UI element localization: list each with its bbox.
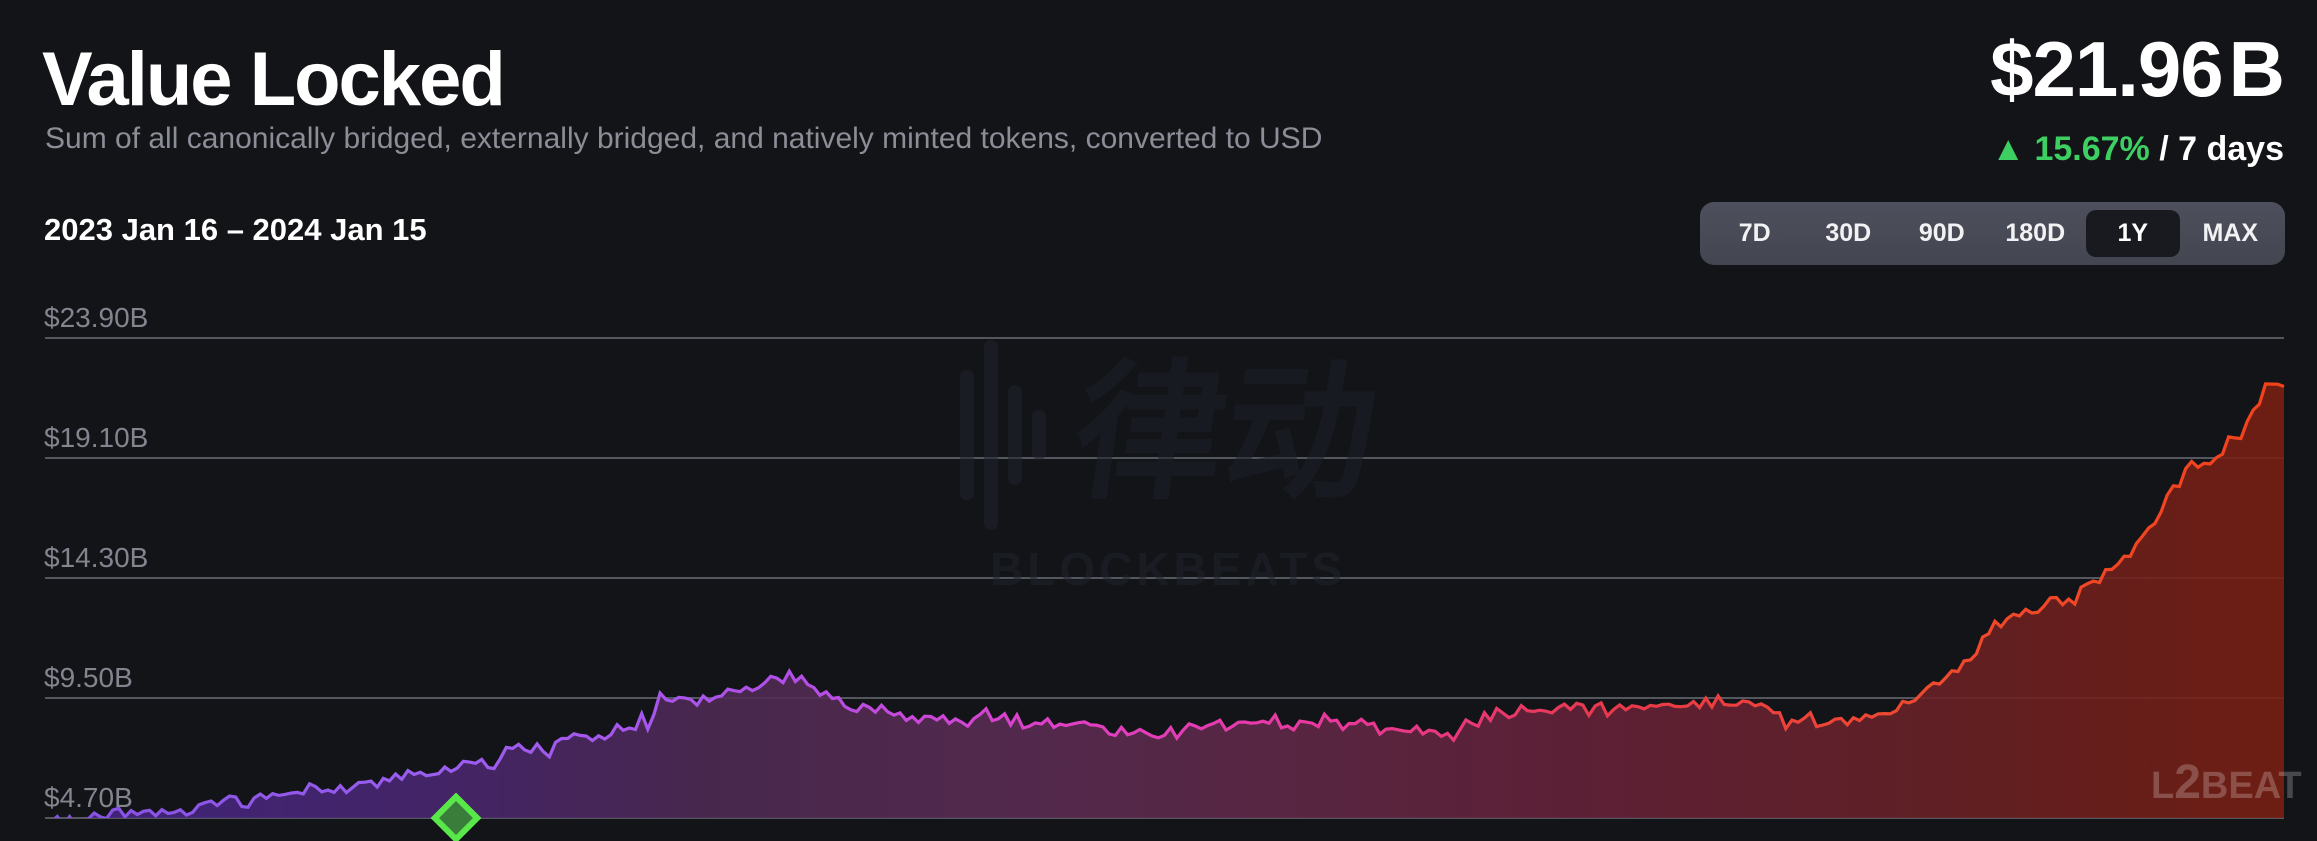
svg-text:律动: 律动 [1064,350,1387,517]
svg-text:BLOCKBEATS: BLOCKBEATS [990,543,1346,595]
